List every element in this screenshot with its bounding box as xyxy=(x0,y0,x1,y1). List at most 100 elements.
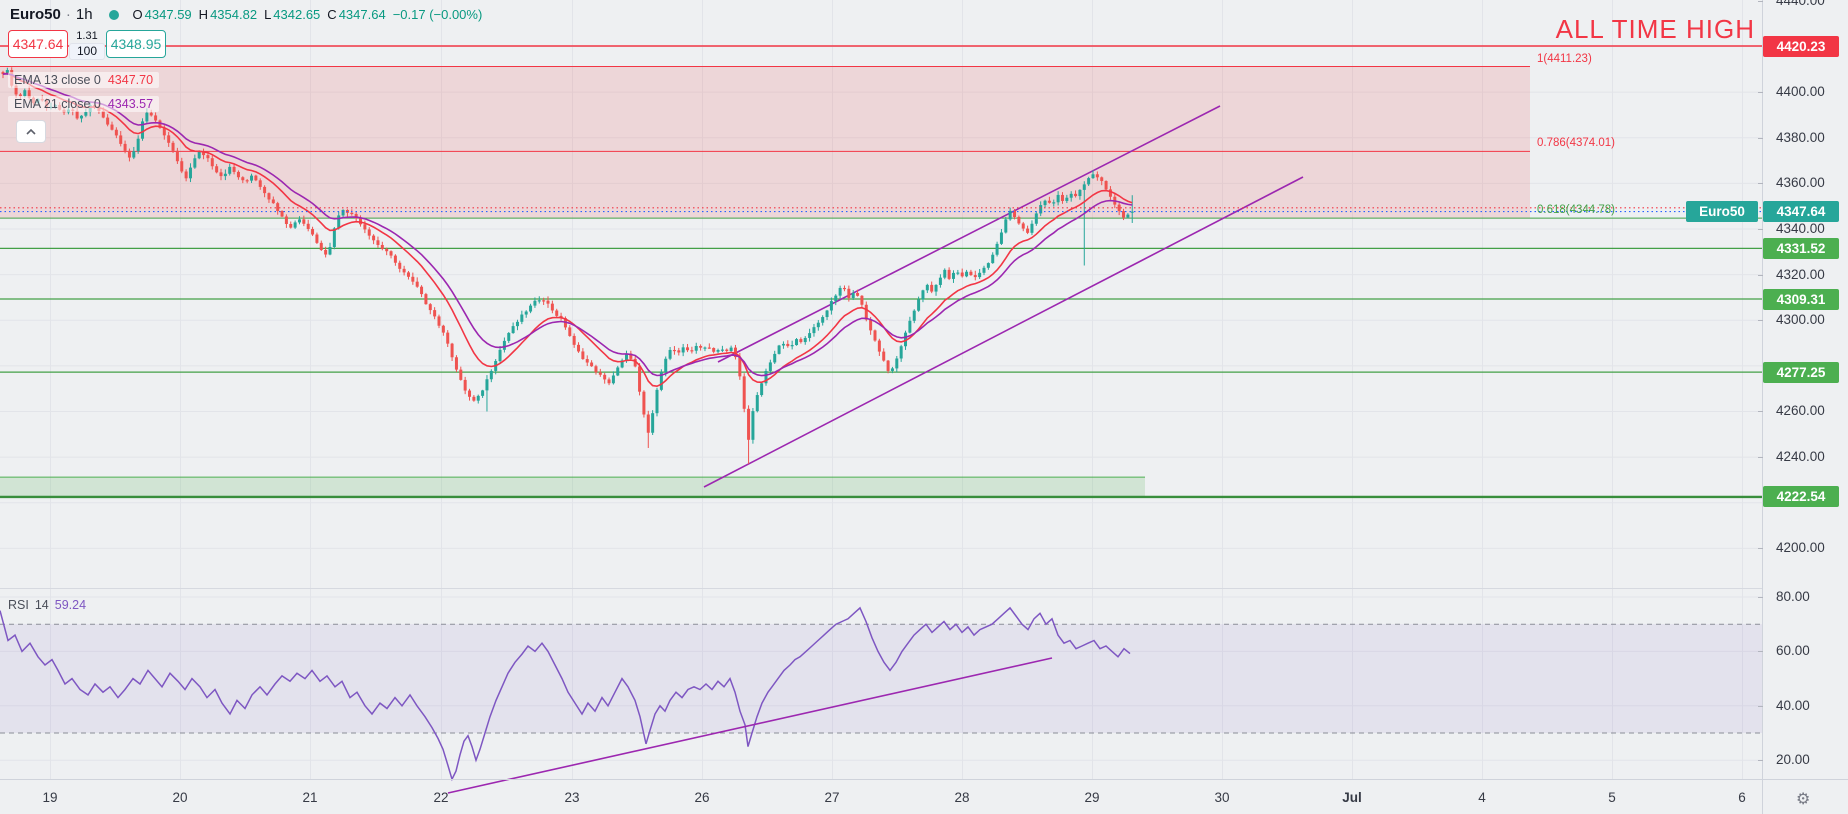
rsi-tick-label: 20.00 xyxy=(1776,752,1810,768)
axis-settings-gear-icon[interactable]: ⚙ xyxy=(1796,791,1811,808)
pane-separator[interactable] xyxy=(0,588,1762,589)
close-label: C xyxy=(327,7,337,22)
rsi-trendline[interactable] xyxy=(447,657,1053,794)
channel-lower-line[interactable] xyxy=(703,176,1304,488)
order-widget: 4347.64 1.31 100 4348.95 xyxy=(8,30,166,60)
price-tickmark xyxy=(1758,0,1763,2)
price-tick-label: 4440.00 xyxy=(1776,0,1825,8)
price-tick-label: 4200.00 xyxy=(1776,540,1825,556)
ema-13-line[interactable] xyxy=(2,72,1133,388)
rsi-line xyxy=(0,606,1131,782)
ema-21-line[interactable] xyxy=(2,72,1133,377)
price-tick-label: 4300.00 xyxy=(1776,312,1825,328)
low-label: L xyxy=(264,7,272,22)
time-tick-label: 6 xyxy=(1738,790,1746,805)
candlestick-series xyxy=(1,67,1134,464)
price-badge: 4222.54 xyxy=(1763,486,1839,508)
interval-label[interactable]: 1h xyxy=(75,6,93,23)
symbol-interval-separator: · xyxy=(65,6,71,23)
time-tick-label: 21 xyxy=(302,790,318,805)
all-time-high-label[interactable]: ALL TIME HIGH xyxy=(1555,14,1755,44)
chevron-up-icon xyxy=(26,128,36,135)
price-badge: 4277.25 xyxy=(1763,361,1839,383)
rsi-band xyxy=(0,623,1762,734)
rsi-label: RSI xyxy=(8,598,29,612)
time-tick-label: 29 xyxy=(1084,790,1100,805)
rsi-tickmark xyxy=(1758,705,1763,707)
price-badge: 4347.64 xyxy=(1763,201,1839,223)
price-tick-label: 4360.00 xyxy=(1776,175,1825,191)
rsi-legend: RSI 14 59.24 xyxy=(8,598,86,612)
level-lines[interactable] xyxy=(0,45,1762,499)
spread-value: 1.31 xyxy=(76,30,98,42)
sell-button[interactable]: 4347.64 xyxy=(8,30,68,58)
price-badge: 4331.52 xyxy=(1763,237,1839,259)
symbol-header: Euro50 · 1h O 4347.59 H 4354.82 L 4342.6… xyxy=(10,6,482,23)
indicator-legend-row[interactable]: EMA 13 close 0 4347.70 xyxy=(8,72,160,88)
price-axis-border xyxy=(1762,0,1763,814)
time-tick-label: 19 xyxy=(42,790,58,805)
time-tick-label: 22 xyxy=(433,790,449,805)
supply-fib-zone[interactable] xyxy=(0,66,1530,219)
time-tick-label: 26 xyxy=(694,790,710,805)
indicator-legend-row[interactable]: EMA 21 close 0 4343.57 xyxy=(8,96,160,112)
price-tickmark xyxy=(1758,320,1763,322)
market-status-icon[interactable] xyxy=(108,9,119,20)
time-tick-label: 4 xyxy=(1478,790,1486,805)
time-tick-label: 23 xyxy=(564,790,580,805)
price-tick-label: 4260.00 xyxy=(1776,403,1825,419)
indicator-label: EMA 21 close 0 xyxy=(14,97,101,111)
change-value: −0.17 (−0.00%) xyxy=(392,7,483,22)
price-tickmark xyxy=(1758,137,1763,139)
rsi-tickmark xyxy=(1758,651,1763,653)
price-tick-label: 4240.00 xyxy=(1776,449,1825,465)
rsi-tickmark xyxy=(1758,760,1763,762)
price-dotted-lines xyxy=(0,207,1762,213)
rsi-tickmark xyxy=(1758,597,1763,598)
fib-level-label: 1(4411.23) xyxy=(1537,52,1592,65)
price-tickmark xyxy=(1758,274,1763,276)
ohlc-readout: O 4347.59 H 4354.82 L 4342.65 C 4347.64 … xyxy=(133,7,483,22)
price-badge: 4420.23 xyxy=(1763,35,1839,57)
rsi-tick-label: 40.00 xyxy=(1776,697,1810,713)
price-tick-label: 4320.00 xyxy=(1776,266,1825,282)
time-tick-label: Jul xyxy=(1342,790,1362,805)
indicator-label: EMA 13 close 0 xyxy=(14,73,101,87)
low-value: 4342.65 xyxy=(273,7,321,22)
price-tick-label: 4380.00 xyxy=(1776,129,1825,145)
close-value: 4347.64 xyxy=(338,7,386,22)
symbol-title[interactable]: Euro50 xyxy=(10,6,61,23)
price-tick-label: 4340.00 xyxy=(1776,221,1825,236)
time-tick-label: 28 xyxy=(954,790,970,805)
price-tickmark xyxy=(1758,92,1763,94)
price-tickmark xyxy=(1758,548,1763,550)
open-value: 4347.59 xyxy=(144,7,192,22)
demand-zone[interactable] xyxy=(0,476,1145,497)
time-tick-label: 5 xyxy=(1608,790,1616,805)
price-tickmark xyxy=(1758,411,1763,413)
rsi-value: 59.24 xyxy=(54,598,87,612)
buy-button[interactable]: 4348.95 xyxy=(106,30,166,58)
time-axis-border xyxy=(0,779,1848,780)
fib-level-label: 0.786(4374.01) xyxy=(1537,137,1616,150)
collapse-indicators-button[interactable] xyxy=(16,120,46,143)
fib-level-label: 0.618(4344.78) xyxy=(1537,204,1616,217)
time-tick-label: 20 xyxy=(172,790,188,805)
price-badge: 4309.31 xyxy=(1763,288,1839,310)
open-label: O xyxy=(132,7,143,22)
time-tick-label: 27 xyxy=(824,790,840,805)
time-tick-label: 30 xyxy=(1214,790,1230,805)
price-tickmark xyxy=(1758,183,1763,185)
channel-upper-line[interactable] xyxy=(717,105,1221,363)
price-tick-label: 4400.00 xyxy=(1776,84,1825,100)
symbol-badge: Euro50 xyxy=(1686,201,1758,223)
high-label: H xyxy=(198,7,209,22)
high-value: 4354.82 xyxy=(210,7,258,22)
price-tickmark xyxy=(1758,457,1763,459)
quantity-field[interactable]: 100 xyxy=(68,43,106,60)
rsi-tick-label: 80.00 xyxy=(1776,589,1810,604)
price-tickmark xyxy=(1758,229,1763,230)
indicator-value: 4347.70 xyxy=(107,73,154,87)
